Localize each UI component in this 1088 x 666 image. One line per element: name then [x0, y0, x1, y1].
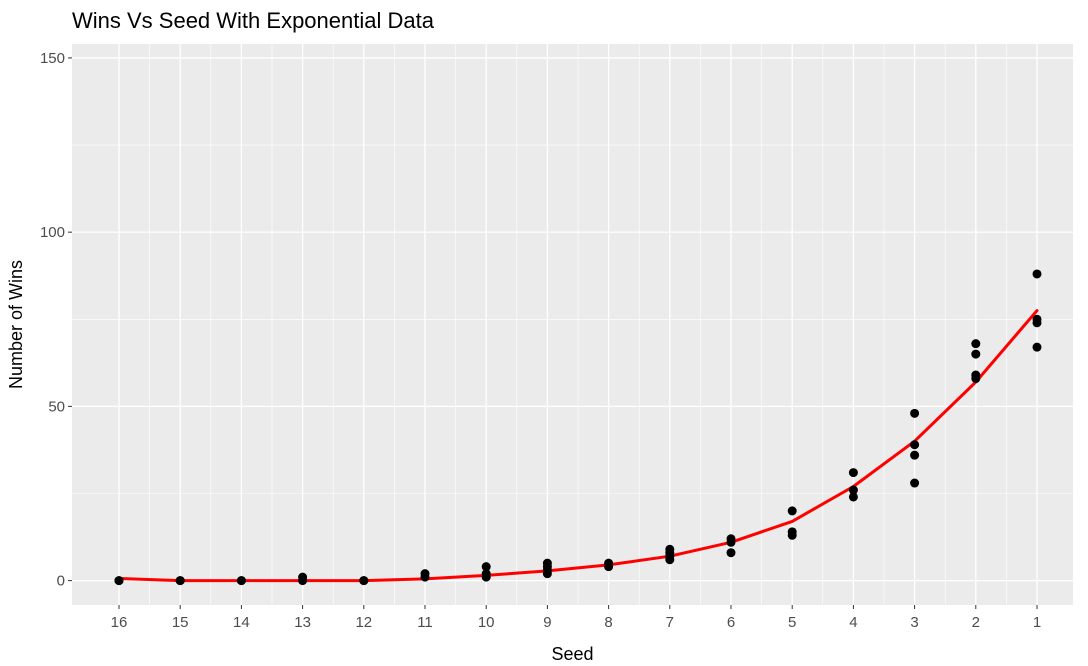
data-point — [420, 569, 430, 579]
data-point — [726, 534, 736, 544]
data-point — [971, 349, 981, 359]
x-tick-label: 2 — [972, 614, 980, 631]
plot-panel — [72, 44, 1073, 605]
axis-ticks — [68, 57, 1038, 609]
x-tick-label: 12 — [355, 614, 372, 631]
data-point — [1032, 269, 1042, 279]
x-tick-label: 7 — [666, 614, 674, 631]
data-point — [971, 370, 981, 380]
x-tick-label: 5 — [788, 614, 796, 631]
data-point — [910, 408, 920, 418]
x-tick-label: 13 — [294, 614, 311, 631]
x-tick-label: 15 — [172, 614, 189, 631]
data-point — [848, 468, 858, 478]
data-point — [1032, 314, 1042, 324]
data-point — [848, 492, 858, 502]
data-point — [910, 450, 920, 460]
x-tick-labels: 16 15 14 13 12 11 10 9 8 7 6 5 4 3 2 1 — [111, 614, 1042, 631]
data-point — [481, 569, 491, 579]
x-tick-label: 3 — [910, 614, 918, 631]
data-point — [604, 558, 614, 568]
data-point — [175, 576, 185, 586]
y-tick-label: 50 — [48, 398, 65, 415]
data-point — [848, 485, 858, 495]
x-tick-label: 8 — [604, 614, 612, 631]
data-point — [542, 558, 552, 568]
x-tick-label: 14 — [233, 614, 250, 631]
data-points — [114, 269, 1042, 586]
data-point — [298, 572, 308, 582]
data-point — [359, 576, 369, 586]
data-point — [910, 440, 920, 450]
data-point — [787, 506, 797, 516]
data-point — [236, 576, 246, 586]
grid-lines — [72, 44, 1073, 605]
data-point — [910, 478, 920, 488]
y-tick-label: 100 — [40, 224, 65, 241]
chart-title: Wins Vs Seed With Exponential Data — [72, 8, 435, 33]
data-point — [1032, 342, 1042, 352]
x-axis-title: Seed — [551, 644, 593, 664]
fit-line-path — [117, 309, 1039, 583]
x-tick-label: 6 — [727, 614, 735, 631]
x-tick-label: 10 — [478, 614, 495, 631]
y-tick-label: 0 — [57, 573, 65, 590]
x-tick-label: 16 — [111, 614, 128, 631]
x-tick-label: 1 — [1033, 614, 1041, 631]
x-tick-label: 9 — [543, 614, 551, 631]
data-point — [971, 339, 981, 349]
y-tick-label: 150 — [40, 50, 65, 67]
data-point — [665, 544, 675, 554]
x-tick-label: 4 — [849, 614, 857, 631]
y-tick-labels: 0 50 100 150 — [40, 50, 65, 590]
data-point — [787, 527, 797, 537]
fit-line — [117, 309, 1039, 583]
data-point — [726, 548, 736, 558]
y-axis-title: Number of Wins — [6, 260, 26, 389]
x-tick-label: 11 — [417, 614, 433, 631]
data-point — [114, 576, 124, 586]
data-point — [481, 562, 491, 572]
